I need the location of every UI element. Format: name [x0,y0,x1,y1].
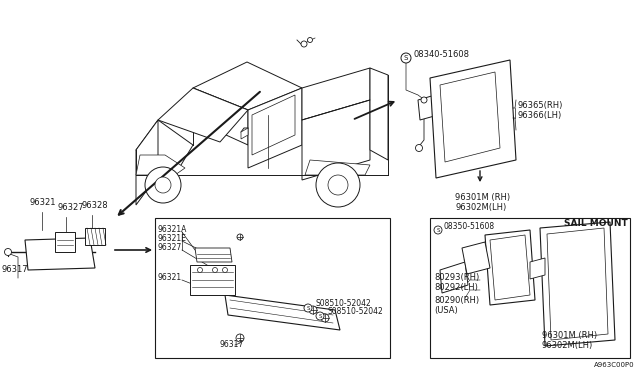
Text: 96301M (RH): 96301M (RH) [455,193,510,202]
Polygon shape [195,248,232,262]
Text: 08350-51608: 08350-51608 [444,222,495,231]
Polygon shape [370,68,388,160]
Text: 96301M (RH): 96301M (RH) [542,331,597,340]
Polygon shape [435,65,505,170]
Polygon shape [252,95,295,155]
Text: S: S [404,55,408,61]
Circle shape [223,267,227,273]
Polygon shape [462,242,490,274]
Circle shape [212,267,218,273]
Text: 96366(LH): 96366(LH) [518,111,563,120]
Text: S: S [307,305,310,311]
Text: 96327: 96327 [58,203,84,212]
Polygon shape [136,120,158,205]
Circle shape [198,267,202,273]
Circle shape [301,41,307,47]
Polygon shape [85,228,105,245]
Polygon shape [190,265,235,295]
Polygon shape [25,238,95,270]
Polygon shape [241,128,248,139]
Circle shape [321,314,329,322]
Circle shape [155,177,171,193]
Text: SAIL MOUNT: SAIL MOUNT [564,219,628,228]
Polygon shape [547,228,608,340]
Polygon shape [490,235,530,300]
Circle shape [421,97,427,103]
Text: 96302M(LH): 96302M(LH) [542,341,593,350]
Text: (USA): (USA) [434,306,458,315]
Text: 96321: 96321 [158,273,182,282]
Circle shape [401,53,411,63]
Text: 96321: 96321 [30,198,56,207]
Text: 08340-51608: 08340-51608 [413,50,469,59]
Polygon shape [418,95,438,120]
Text: S08510-52042: S08510-52042 [315,299,371,308]
Text: 96317: 96317 [220,340,244,349]
Polygon shape [302,100,370,180]
Text: 96302M(LH): 96302M(LH) [455,203,506,212]
Polygon shape [193,88,248,145]
Text: 80292(LH): 80292(LH) [434,283,478,292]
Polygon shape [440,262,468,293]
Polygon shape [136,120,193,175]
Text: 96321A: 96321A [158,225,188,234]
Text: 96328: 96328 [82,201,109,210]
Polygon shape [302,68,370,120]
Circle shape [434,226,442,234]
Circle shape [145,167,181,203]
Polygon shape [55,232,75,252]
Text: 96317: 96317 [2,265,29,274]
Bar [155,218,390,358]
Circle shape [328,175,348,195]
Circle shape [309,306,317,314]
Text: S: S [318,314,322,318]
Text: 80293(RH): 80293(RH) [434,273,479,282]
Polygon shape [530,258,545,279]
Text: A963C00P0: A963C00P0 [595,362,635,368]
Polygon shape [485,230,535,305]
Polygon shape [136,155,185,175]
Polygon shape [158,88,248,142]
Polygon shape [440,72,500,162]
Text: 80290(RH): 80290(RH) [434,296,479,305]
Polygon shape [430,60,516,178]
Circle shape [307,38,312,42]
Text: S08510-52042: S08510-52042 [327,307,383,316]
Polygon shape [225,295,340,330]
Circle shape [304,304,312,312]
Circle shape [415,144,422,151]
Polygon shape [305,160,370,175]
Text: 96321E: 96321E [158,234,187,243]
Text: S: S [436,228,440,232]
Polygon shape [540,222,615,346]
Circle shape [316,163,360,207]
Circle shape [236,334,244,342]
Text: 96327: 96327 [158,243,182,252]
Circle shape [316,312,324,320]
Bar [430,218,630,358]
Circle shape [237,234,243,240]
Polygon shape [248,88,302,168]
Polygon shape [193,62,302,110]
Circle shape [4,248,12,256]
Text: 96365(RH): 96365(RH) [518,101,563,110]
